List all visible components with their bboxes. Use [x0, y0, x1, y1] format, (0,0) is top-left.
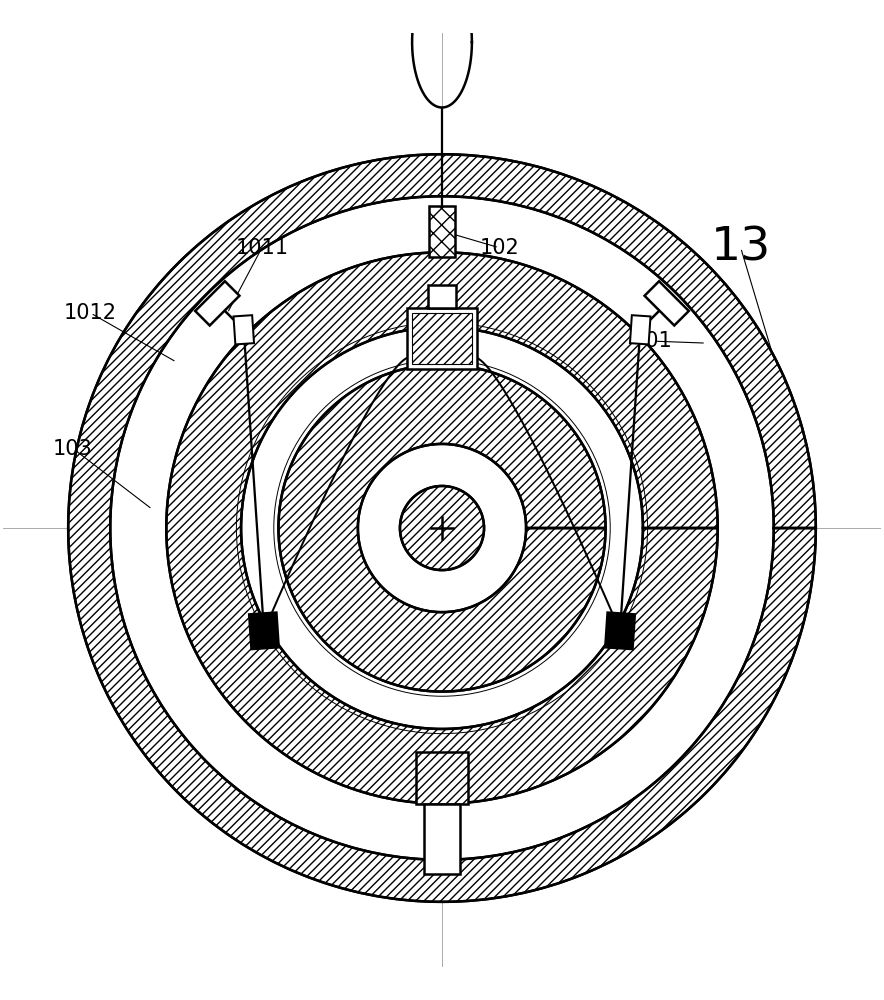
- Bar: [407, 308, 477, 369]
- Bar: [233, 315, 254, 344]
- Bar: [428, 285, 456, 308]
- Bar: [630, 315, 651, 344]
- Bar: [424, 804, 460, 874]
- Text: 101: 101: [633, 331, 673, 351]
- Bar: [416, 752, 468, 804]
- Text: 1012: 1012: [65, 303, 117, 323]
- Text: 102: 102: [479, 238, 519, 258]
- Bar: [429, 206, 455, 257]
- Bar: [248, 612, 279, 649]
- Bar: [412, 313, 472, 364]
- Bar: [605, 612, 636, 649]
- Text: 103: 103: [53, 439, 93, 459]
- Bar: [195, 281, 240, 325]
- Circle shape: [110, 196, 774, 860]
- Circle shape: [400, 486, 484, 570]
- Text: 13: 13: [711, 225, 771, 270]
- Polygon shape: [166, 252, 718, 804]
- Polygon shape: [68, 154, 816, 902]
- Polygon shape: [278, 364, 606, 692]
- Bar: [644, 281, 689, 325]
- Text: 1011: 1011: [235, 238, 288, 258]
